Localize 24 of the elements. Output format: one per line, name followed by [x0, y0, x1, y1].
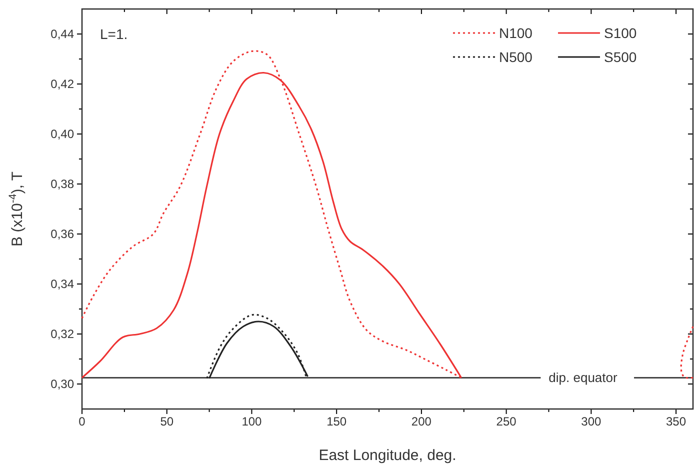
- y-tick-label: 0,38: [50, 176, 74, 191]
- x-tick-label: 200: [411, 414, 432, 429]
- x-axis-title: East Longitude, deg.: [318, 447, 456, 464]
- y-tick-label: 0,32: [50, 326, 74, 341]
- annotation: L=1.: [100, 26, 128, 42]
- x-tick-label: 350: [666, 414, 686, 429]
- y-tick-label: 0,40: [50, 126, 74, 141]
- y-tick-label: 0,34: [50, 276, 74, 291]
- y-tick-label: 0,30: [50, 376, 74, 391]
- line-series: [680, 326, 694, 379]
- y-tick-label: 0,42: [50, 76, 74, 91]
- y-tick-label: 0,36: [50, 226, 74, 241]
- ref-line-label: dip. equator: [548, 370, 618, 385]
- legend-label: S500: [604, 49, 637, 65]
- legend-label: S100: [604, 25, 637, 41]
- legend-label: N100: [499, 25, 533, 41]
- x-tick-label: 250: [496, 414, 517, 429]
- x-tick-label: 100: [242, 414, 262, 429]
- x-tick-label: 150: [326, 414, 347, 429]
- x-tick-label: 300: [581, 414, 602, 429]
- x-tick-label: 50: [160, 414, 174, 429]
- x-tick-label: 0: [78, 414, 86, 429]
- y-tick-label: 0,44: [50, 26, 74, 41]
- legend-label: N500: [499, 49, 533, 65]
